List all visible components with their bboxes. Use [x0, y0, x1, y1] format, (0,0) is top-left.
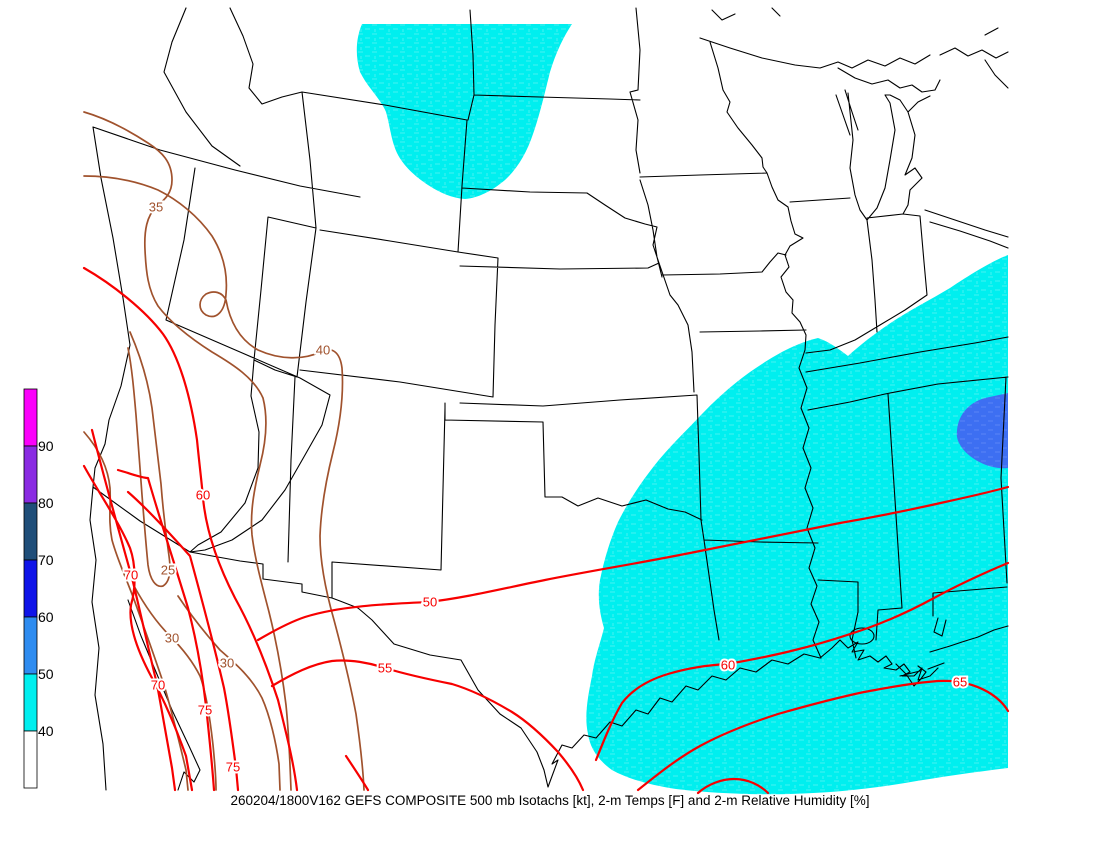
colorbar-tick-label: 50	[38, 666, 54, 682]
isotach-contour-label: 70	[124, 568, 138, 583]
temp-contour-label: 35	[149, 200, 163, 215]
isotach-contour-label: 65	[953, 675, 967, 690]
humidity-region-southeast	[586, 255, 1008, 795]
isotach-contour-label: 60	[196, 488, 210, 503]
colorbar-tick-label: 40	[38, 723, 54, 739]
isotach-contour-label: 75	[226, 760, 240, 775]
colorbar: 90 80 70 60 50 40	[23, 388, 54, 789]
humidity-region-blue	[956, 393, 1008, 469]
colorbar-segment	[23, 673, 38, 732]
colorbar-segment	[23, 502, 38, 561]
colorbar-segment	[23, 445, 38, 504]
humidity-shading-group	[356, 24, 1008, 795]
isotach-contour-label: 55	[378, 661, 392, 676]
isotach-contour-label: 50	[423, 595, 437, 610]
humidity-region-north	[356, 24, 572, 199]
isotach-contour-label: 70	[151, 678, 165, 693]
temp-contour-label: 40	[316, 343, 330, 358]
temp-contour-label: 30	[220, 656, 234, 671]
temp-contour-label: 30	[165, 631, 179, 646]
isotach-contour-lines	[82, 266, 1010, 795]
state-borders	[89, 7, 1009, 791]
isotach-contour-label: 75	[198, 703, 212, 718]
colorbar-tick-label: 60	[38, 609, 54, 625]
temp-contour-label: 25	[161, 563, 175, 578]
temp-contours	[83, 111, 365, 791]
state-border-lines	[89, 7, 1009, 791]
contour-labels: 35 40 25 30 30 60 70 70 75 75 50 55 60 65	[122, 198, 969, 777]
temp-contour-lines	[83, 111, 365, 791]
colorbar-tick-label: 90	[38, 438, 54, 454]
colorbar-tick-label: 70	[38, 552, 54, 568]
colorbar-tick-label: 80	[38, 495, 54, 511]
colorbar-segment	[23, 730, 38, 789]
isotach-contour-label: 60	[721, 658, 735, 673]
isotach-contours	[82, 266, 1010, 795]
map-caption: 260204/1800V162 GEFS COMPOSITE 500 mb Is…	[230, 793, 870, 808]
colorbar-segment	[23, 388, 38, 447]
colorbar-segment	[23, 559, 38, 618]
colorbar-segment	[23, 616, 38, 675]
